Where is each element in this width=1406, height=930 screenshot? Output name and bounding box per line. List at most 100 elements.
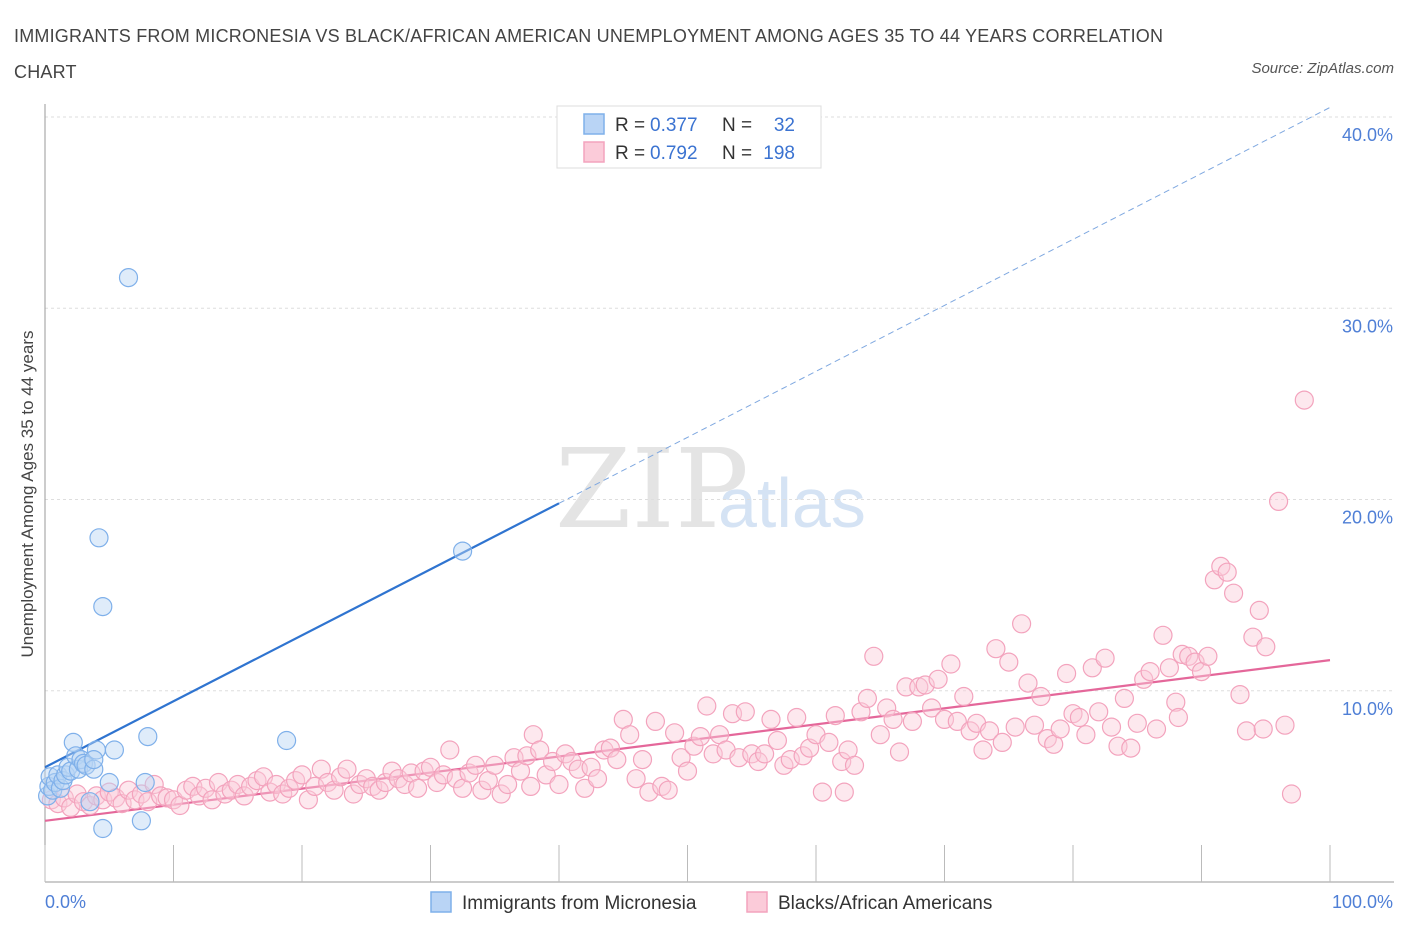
point-micronesia-25 xyxy=(104,740,125,760)
point-black-101 xyxy=(690,726,711,747)
bottom-legend-swatch-micronesia xyxy=(430,891,452,913)
legend-n-label-1: N = xyxy=(722,115,752,136)
point-black-60 xyxy=(427,772,447,793)
point-black-150 xyxy=(1005,717,1025,737)
point-black-55 xyxy=(395,774,415,795)
point-micronesia-8 xyxy=(55,765,76,785)
legend-r-label-2: R = xyxy=(615,143,645,164)
point-black-140 xyxy=(941,654,961,674)
point-black-39 xyxy=(292,765,312,785)
point-black-171 xyxy=(1140,661,1160,682)
point-black-80 xyxy=(555,744,576,764)
point-black-110 xyxy=(748,751,768,772)
point-black-45 xyxy=(331,767,351,787)
legend-swatch-micronesia xyxy=(583,113,605,135)
point-black-148 xyxy=(992,732,1012,753)
point-black-143 xyxy=(960,721,980,741)
y-tick-label-0: 10.0% xyxy=(1342,699,1393,719)
point-black-62 xyxy=(440,740,460,760)
point-black-85 xyxy=(587,769,608,789)
point-black-188 xyxy=(1249,600,1269,621)
point-black-152 xyxy=(1018,673,1038,693)
point-black-149 xyxy=(999,652,1019,672)
x-tick-label-0: 0.0% xyxy=(45,892,86,912)
point-micronesia-22 xyxy=(93,596,113,617)
point-black-160 xyxy=(1069,707,1090,728)
point-black-2 xyxy=(54,788,74,808)
point-black-76 xyxy=(530,740,550,760)
point-micronesia-20 xyxy=(84,749,104,770)
point-black-185 xyxy=(1230,684,1250,705)
point-black-128 xyxy=(864,646,884,666)
point-micronesia-29 xyxy=(135,772,155,793)
point-black-122 xyxy=(825,705,845,726)
point-black-127 xyxy=(857,688,878,709)
point-black-180 xyxy=(1198,646,1218,666)
point-micronesia-23 xyxy=(93,818,113,839)
point-black-157 xyxy=(1050,719,1070,739)
point-black-88 xyxy=(607,749,627,770)
point-black-194 xyxy=(1281,784,1302,804)
point-black-66 xyxy=(465,755,486,775)
point-black-190 xyxy=(1268,491,1289,511)
point-micronesia-27 xyxy=(131,811,151,831)
trend-line-micronesia-extension xyxy=(558,106,1331,504)
point-black-141 xyxy=(947,711,967,732)
point-black-170 xyxy=(1134,669,1154,689)
point-black-91 xyxy=(626,769,646,789)
point-black-81 xyxy=(562,751,582,772)
point-black-92 xyxy=(632,749,653,770)
legend-n-label-2: N = xyxy=(722,143,752,164)
point-black-99 xyxy=(677,761,698,781)
point-black-138 xyxy=(928,669,948,689)
legend-r-value-2: 0.792 xyxy=(650,143,698,164)
point-micronesia-31 xyxy=(453,541,473,561)
point-black-69 xyxy=(485,755,505,775)
point-black-192 xyxy=(1275,715,1295,735)
point-black-158 xyxy=(1056,663,1077,684)
point-black-102 xyxy=(697,696,717,716)
point-black-100 xyxy=(684,736,704,756)
point-black-163 xyxy=(1089,702,1109,722)
point-black-147 xyxy=(986,639,1006,659)
chart-title: IMMIGRANTS FROM MICRONESIA VS BLACK/AFRI… xyxy=(14,26,1164,82)
point-black-57 xyxy=(408,778,428,798)
point-black-178 xyxy=(1185,652,1205,672)
y-tick-label-1: 20.0% xyxy=(1342,508,1393,528)
point-black-46 xyxy=(337,759,357,779)
bottom-legend-label-black: Blacks/African Americans xyxy=(778,893,992,914)
axes xyxy=(44,104,1394,883)
legend-n-value-1: 32 xyxy=(774,115,795,136)
point-black-61 xyxy=(433,765,453,785)
point-black-151 xyxy=(1011,614,1032,634)
point-black-162 xyxy=(1082,658,1102,678)
point-black-97 xyxy=(664,723,685,743)
point-micronesia-4 xyxy=(45,772,65,793)
point-black-131 xyxy=(883,709,903,730)
bottom-legend-label-micronesia: Immigrants from Micronesia xyxy=(462,893,697,914)
point-black-116 xyxy=(787,707,807,728)
y-tick-label-2: 30.0% xyxy=(1342,316,1393,336)
point-black-87 xyxy=(600,738,621,758)
y-tick-label-3: 40.0% xyxy=(1342,125,1393,145)
point-black-83 xyxy=(575,778,595,798)
point-black-146 xyxy=(979,721,1000,741)
point-micronesia-21 xyxy=(89,528,109,548)
point-black-187 xyxy=(1243,627,1263,647)
point-black-15 xyxy=(138,792,158,812)
point-black-196 xyxy=(834,782,854,802)
point-black-115 xyxy=(780,749,800,770)
point-black-125 xyxy=(844,755,865,775)
point-black-161 xyxy=(1076,725,1096,745)
point-black-164 xyxy=(1095,648,1115,668)
point-black-137 xyxy=(921,698,942,718)
correlation-legend: R = 0.377 N = 32 R = 0.792 N = 198 xyxy=(556,105,822,169)
source-credit: Source: ZipAtlas.com xyxy=(1251,60,1394,77)
y-axis-label: Unemployment Among Ages 35 to 44 years xyxy=(18,331,37,658)
point-micronesia-17 xyxy=(80,792,100,812)
point-black-153 xyxy=(1024,715,1045,735)
point-black-183 xyxy=(1217,562,1237,582)
point-black-90 xyxy=(620,725,640,745)
point-black-154 xyxy=(1031,686,1051,707)
point-black-94 xyxy=(645,711,666,732)
